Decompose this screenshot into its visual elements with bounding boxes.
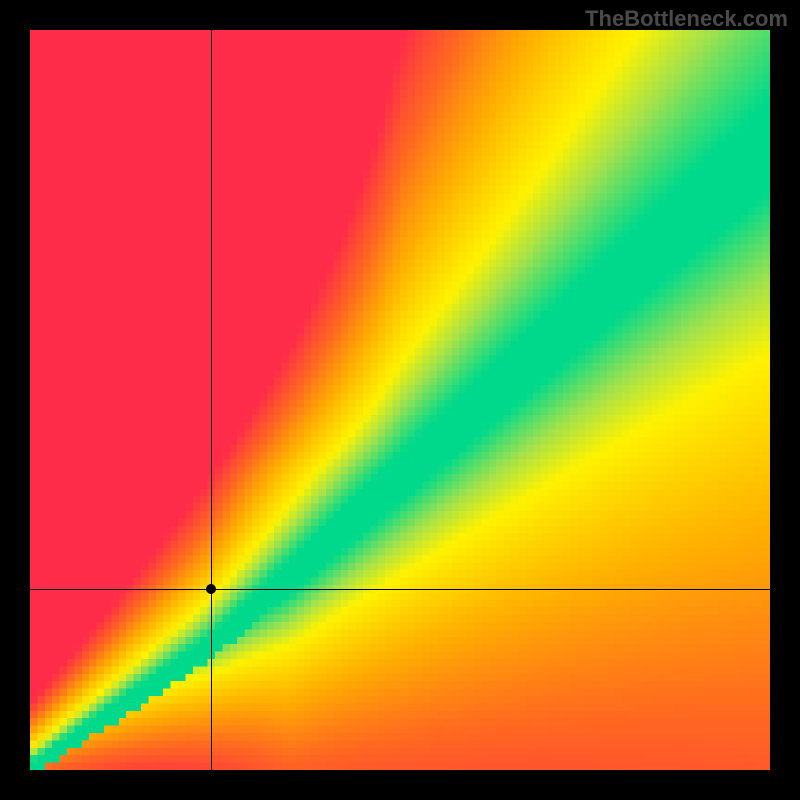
- crosshair-horizontal: [30, 589, 770, 590]
- crosshair-marker: [206, 584, 216, 594]
- heatmap-plot: [30, 30, 770, 770]
- watermark-text: TheBottleneck.com: [585, 6, 788, 32]
- heatmap-canvas: [30, 30, 770, 770]
- crosshair-vertical: [211, 30, 212, 770]
